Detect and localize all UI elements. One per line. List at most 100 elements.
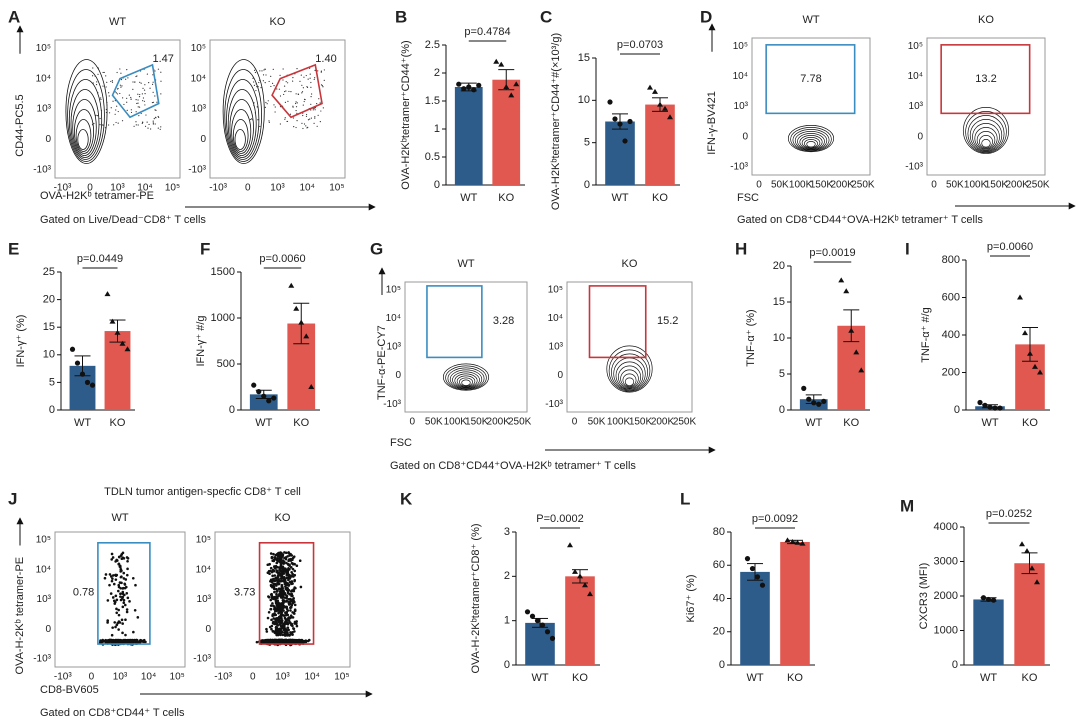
event [287, 578, 290, 582]
event [124, 618, 127, 622]
event [274, 111, 276, 113]
event [272, 617, 275, 620]
data-point [612, 116, 618, 122]
data-point [251, 382, 257, 388]
event [276, 88, 278, 90]
event [121, 595, 125, 599]
event [279, 589, 283, 593]
event [285, 576, 289, 580]
event [252, 119, 254, 121]
event [273, 104, 275, 106]
event [265, 630, 269, 633]
y-tick-label: 0 [45, 134, 51, 145]
data-point [549, 635, 556, 642]
bar [780, 541, 810, 665]
event [136, 616, 140, 619]
event [292, 80, 294, 82]
event [290, 91, 292, 93]
y-tick-label: 10³ [549, 342, 564, 353]
event [118, 581, 122, 584]
event [157, 127, 159, 129]
event [141, 93, 143, 95]
event [269, 598, 273, 602]
event [261, 70, 263, 72]
event [293, 608, 297, 612]
event [135, 121, 137, 123]
event [156, 101, 158, 103]
data-point [811, 400, 817, 406]
data-point [744, 556, 751, 562]
event [279, 95, 282, 97]
bar [605, 121, 635, 185]
event [287, 100, 289, 102]
event [284, 585, 287, 588]
event [273, 566, 276, 569]
event [277, 633, 281, 636]
data-point [992, 405, 998, 411]
event [258, 79, 261, 81]
event [104, 127, 107, 129]
y-tick-label: 1000 [934, 624, 958, 636]
contour [232, 119, 249, 152]
event [109, 592, 113, 595]
y-tick-label: 10⁵ [196, 535, 211, 546]
event [100, 98, 102, 101]
x-axis-label: OVA-H2Kᵇ tetramer-PE [40, 190, 154, 202]
y-tick-label: 800 [942, 254, 960, 266]
event [303, 76, 305, 78]
event [112, 100, 114, 102]
event [253, 84, 256, 86]
event [111, 80, 113, 82]
event [146, 121, 148, 123]
event [257, 119, 259, 121]
data-point [524, 609, 531, 615]
event [277, 594, 280, 598]
event [271, 597, 275, 601]
x-tick-label: 250K [508, 417, 532, 428]
event [309, 73, 311, 75]
x-tick-label: 0 [931, 180, 937, 191]
data-point [806, 396, 812, 402]
event [252, 77, 254, 79]
event [132, 81, 134, 83]
event [284, 551, 288, 555]
event [133, 125, 135, 127]
contour [804, 139, 818, 148]
event [105, 111, 108, 114]
x-tick-label: 10³ [270, 183, 285, 194]
y-tick-label: -10³ [730, 161, 748, 172]
event [102, 124, 104, 126]
event [276, 576, 279, 580]
event [97, 73, 99, 75]
plot-title: KO [978, 14, 994, 26]
event [152, 74, 154, 76]
event [117, 613, 121, 617]
event [112, 582, 116, 586]
event [95, 83, 98, 86]
x-tick-label: 200K [1005, 180, 1029, 191]
event [277, 572, 280, 576]
event [268, 572, 271, 576]
data-point [801, 385, 807, 391]
event [129, 639, 132, 643]
y-tick-label: 3000 [934, 555, 958, 567]
event [126, 559, 129, 563]
data-point [853, 349, 860, 355]
event [270, 75, 272, 77]
event [269, 607, 272, 611]
event [122, 598, 126, 602]
event [256, 86, 258, 88]
p-value: p=0.0703 [617, 39, 663, 51]
x-tick-label: 0 [87, 183, 93, 194]
event [312, 109, 314, 111]
event [283, 605, 286, 609]
event [120, 618, 124, 622]
plot-frame [751, 37, 871, 176]
panel-letter: M [900, 496, 914, 515]
x-tick-label: WT [980, 672, 997, 684]
event [271, 578, 274, 581]
event [288, 593, 292, 596]
event [135, 111, 137, 113]
event [288, 580, 292, 584]
event [121, 85, 123, 87]
